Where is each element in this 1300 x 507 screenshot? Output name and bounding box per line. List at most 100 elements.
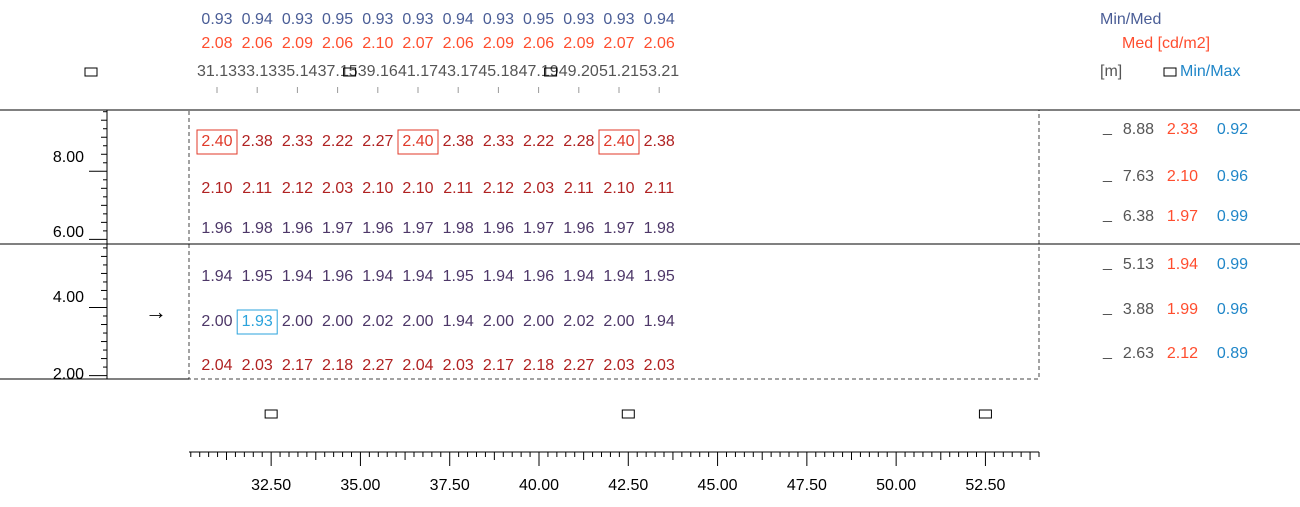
grid-value: 2.03 xyxy=(643,357,675,374)
grid-value: 2.38 xyxy=(241,133,273,150)
grid-value: 2.00 xyxy=(482,313,514,330)
column-min-med-value: 0.93 xyxy=(402,11,434,28)
column-median-value: 2.06 xyxy=(523,35,555,52)
unit-label: [m] xyxy=(1100,63,1123,80)
bottom-axis-label: 45.00 xyxy=(697,477,738,494)
row-position-label: 7.63 xyxy=(1122,168,1154,185)
column-min-med-value: 0.94 xyxy=(241,11,273,28)
row-min-max-value: 0.92 xyxy=(1216,121,1248,138)
row-position-label: 6.38 xyxy=(1122,208,1154,225)
min-med-label: Min/Med xyxy=(1100,11,1162,28)
grid-value: 2.11 xyxy=(563,180,594,197)
row-min-max-value: 0.96 xyxy=(1216,168,1248,185)
column-median-value: 2.09 xyxy=(563,35,595,52)
grid-value: 1.98 xyxy=(442,220,474,237)
bottom-axis-label: 42.50 xyxy=(608,477,649,494)
row-median-value: 1.97 xyxy=(1166,208,1198,225)
left-axis-label: 4.00 xyxy=(52,289,84,306)
grid-value: 2.02 xyxy=(563,313,595,330)
marker-square-icon xyxy=(621,409,635,419)
bottom-axis-label: 37.50 xyxy=(429,477,470,494)
grid-value: 1.94 xyxy=(563,268,595,285)
row-min-max-value: 0.96 xyxy=(1216,301,1248,318)
bottom-axis-label: 35.00 xyxy=(340,477,381,494)
column-position-label: 35.14 xyxy=(277,63,318,80)
grid-value: 2.33 xyxy=(482,133,514,150)
grid-value: 2.00 xyxy=(281,313,313,330)
grid-value: 1.97 xyxy=(603,220,635,237)
max-highlight-box xyxy=(397,129,439,155)
grid-value: 2.10 xyxy=(201,180,233,197)
column-min-med-value: 0.95 xyxy=(322,11,354,28)
grid-value: 1.96 xyxy=(322,268,354,285)
grid-value-min: 1.93 xyxy=(241,313,273,330)
marker-square-icon xyxy=(978,409,992,419)
column-position-label: 45.18 xyxy=(478,63,519,80)
column-median-value: 2.08 xyxy=(201,35,233,52)
max-highlight-box xyxy=(196,129,238,155)
marker-square-icon xyxy=(544,67,558,77)
grid-value: 2.18 xyxy=(523,357,555,374)
grid-value: 2.04 xyxy=(402,357,434,374)
direction-arrow-icon: → xyxy=(145,299,167,324)
min-max-label: Min/Max xyxy=(1180,63,1241,80)
column-median-value: 2.06 xyxy=(643,35,675,52)
grid-value: 2.27 xyxy=(563,357,595,374)
grid-value: 2.10 xyxy=(362,180,394,197)
grid-value: 2.11 xyxy=(443,180,474,197)
column-median-value: 2.07 xyxy=(603,35,635,52)
column-position-label: 31.13 xyxy=(196,63,238,80)
column-min-med-value: 0.93 xyxy=(603,11,635,28)
grid-value: 1.98 xyxy=(643,220,675,237)
grid-value: 1.94 xyxy=(603,268,635,285)
row-median-value: 2.10 xyxy=(1166,168,1198,185)
grid-value: 2.17 xyxy=(482,357,514,374)
median-label: Med [cd/m2] xyxy=(1122,35,1211,52)
marker-square-icon xyxy=(84,67,98,77)
row-position-tick: _ xyxy=(1103,119,1112,136)
grid-value: 1.97 xyxy=(523,220,555,237)
column-min-med-value: 0.93 xyxy=(281,11,313,28)
grid-value: 2.27 xyxy=(362,133,394,150)
grid-value: 1.97 xyxy=(402,220,434,237)
grid-value: 1.96 xyxy=(201,220,233,237)
column-position-label: 43.17 xyxy=(438,63,479,80)
column-min-med-value: 0.93 xyxy=(482,11,514,28)
column-min-med-value: 0.94 xyxy=(442,11,474,28)
bottom-axis-label: 52.50 xyxy=(965,477,1006,494)
marker-square-icon xyxy=(1163,67,1177,77)
bottom-axis-label: 50.00 xyxy=(876,477,917,494)
grid-value: 1.95 xyxy=(643,268,675,285)
grid-value: 1.98 xyxy=(241,220,273,237)
column-median-value: 2.09 xyxy=(281,35,313,52)
marker-square-icon xyxy=(343,67,357,77)
grid-value: 2.00 xyxy=(201,313,233,330)
grid-value: 1.94 xyxy=(482,268,514,285)
row-min-max-value: 0.99 xyxy=(1216,208,1248,225)
row-min-max-value: 0.99 xyxy=(1216,256,1248,273)
grid-value: 2.00 xyxy=(523,313,555,330)
grid-value-max: 2.40 xyxy=(201,133,233,150)
column-min-med-value: 0.93 xyxy=(563,11,595,28)
column-median-value: 2.06 xyxy=(241,35,273,52)
grid-value: 1.96 xyxy=(523,268,555,285)
grid-value: 1.94 xyxy=(362,268,394,285)
column-min-med-value: 0.94 xyxy=(643,11,675,28)
grid-value: 1.95 xyxy=(241,268,273,285)
bottom-axis-label: 32.50 xyxy=(251,477,292,494)
column-position-label: 41.17 xyxy=(397,63,439,80)
column-position-label: 53.21 xyxy=(639,63,680,80)
row-median-value: 1.99 xyxy=(1166,301,1198,318)
bottom-axis-label: 47.50 xyxy=(786,477,827,494)
grid-value: 2.03 xyxy=(442,357,474,374)
column-median-value: 2.10 xyxy=(362,35,394,52)
grid-value: 2.03 xyxy=(603,357,635,374)
grid-value: 2.10 xyxy=(603,180,635,197)
grid-value: 2.03 xyxy=(523,180,555,197)
grid-value: 2.18 xyxy=(322,357,354,374)
grid-value: 2.11 xyxy=(242,180,273,197)
grid-value: 1.94 xyxy=(442,313,474,330)
grid-value: 2.22 xyxy=(322,133,354,150)
grid-value: 1.97 xyxy=(322,220,354,237)
